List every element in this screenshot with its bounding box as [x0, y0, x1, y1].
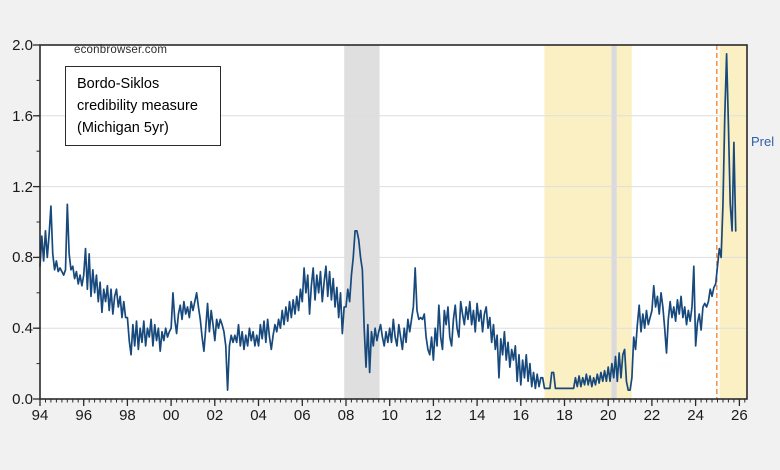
annotation-line-1: Bordo-Siklos	[77, 76, 160, 92]
x-tick-label: 08	[337, 407, 355, 424]
y-tick-label: 1.2	[12, 178, 33, 196]
x-tick-label: 16	[512, 407, 530, 424]
x-tick-label: 24	[687, 407, 704, 424]
series-line	[39, 52, 737, 391]
prel-label: Prel	[751, 134, 775, 149]
y-tick-label: 0.0	[12, 391, 33, 408]
y-tick-label: 0.4	[12, 320, 33, 338]
x-tick-label: 20	[599, 407, 617, 424]
band-yellow-2017-2021	[544, 45, 632, 399]
x-tick-label: 98	[119, 407, 136, 424]
annotation-box: Bordo-Siklos credibility measure (Michig…	[65, 66, 221, 146]
x-tick-label: 00	[162, 407, 180, 424]
x-tick-label: 04	[250, 407, 267, 424]
x-tick-label: 06	[293, 407, 311, 424]
x-tick-label: 26	[731, 407, 748, 424]
x-tick-label: 14	[468, 407, 486, 424]
y-tick-label: 0.8	[12, 249, 33, 267]
watermark: econbrowser.com	[74, 44, 168, 56]
annotation-line-2: credibility measure	[77, 97, 198, 114]
x-tick-label: 94	[31, 407, 49, 424]
x-tick-label: 02	[206, 407, 224, 424]
y-tick-label: 2.0	[12, 37, 33, 54]
x-tick-label: 12	[425, 407, 442, 424]
x-tick-label: 96	[75, 407, 93, 424]
annotation-line-3: (Michigan 5yr)	[77, 119, 169, 136]
band-yellow-2025	[719, 45, 747, 399]
x-tick-label: 18	[556, 407, 573, 424]
band-recession-2020	[611, 45, 617, 399]
x-tick-label: 22	[643, 407, 661, 424]
y-tick-label: 1.6	[12, 107, 33, 125]
x-tick-label: 10	[381, 407, 399, 424]
band-recession-2008	[344, 45, 380, 399]
